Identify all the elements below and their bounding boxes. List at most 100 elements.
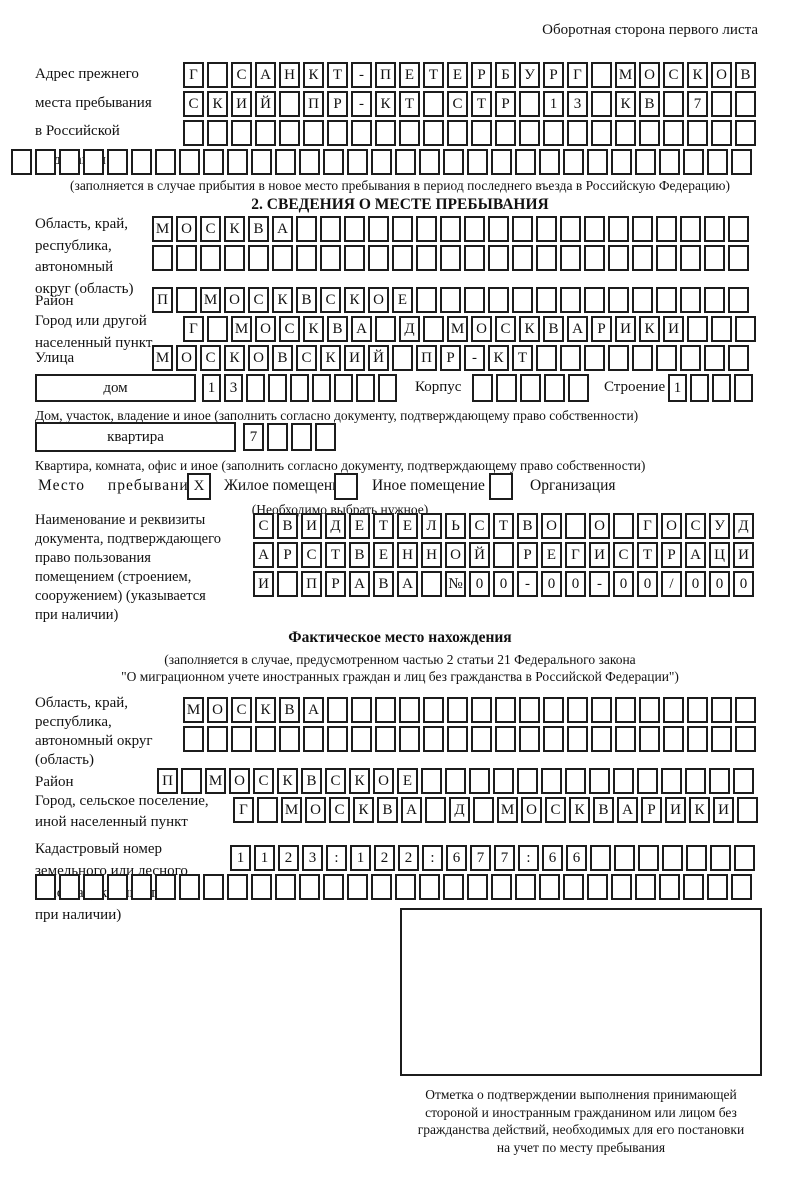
char-cell: - (589, 571, 610, 597)
char-cell (203, 149, 224, 175)
char-cell (107, 149, 128, 175)
char-cell (519, 120, 540, 146)
char-cell: Г (565, 542, 586, 568)
char-cell: Г (567, 62, 588, 88)
char-cell (467, 874, 488, 900)
char-cell: 0 (709, 571, 730, 597)
char-cell (635, 149, 656, 175)
char-cell (131, 874, 152, 900)
char-cell: 7 (470, 845, 491, 871)
char-cell (608, 245, 629, 271)
char-cell (423, 697, 444, 723)
char-cell: О (589, 513, 610, 539)
char-cell: И (615, 316, 636, 342)
char-cell (299, 149, 320, 175)
char-cell (419, 874, 440, 900)
char-cell: В (296, 287, 317, 313)
char-cell (639, 120, 660, 146)
char-cell (704, 287, 725, 313)
stay-type-option-dwelling: Жилое помещение (224, 477, 348, 494)
char-cell (712, 374, 731, 402)
char-cell: Й (255, 91, 276, 117)
char-cell (399, 726, 420, 752)
stay-type-checkbox-other (334, 473, 358, 500)
char-cell: Г (233, 797, 254, 823)
char-cell (591, 120, 612, 146)
actual-district-label: Район (35, 774, 74, 790)
char-cell (471, 120, 492, 146)
char-cell: О (255, 316, 276, 342)
street-label: Улица (35, 350, 75, 366)
char-cell (659, 874, 680, 900)
char-cell (512, 287, 533, 313)
char-cell: С (183, 91, 204, 117)
char-cell: В (327, 316, 348, 342)
char-cell (351, 120, 372, 146)
char-cell (728, 245, 749, 271)
char-cell (637, 768, 658, 794)
char-cell (392, 345, 413, 371)
char-cell (704, 245, 725, 271)
char-cell (472, 374, 493, 402)
char-cell (731, 874, 752, 900)
char-cell (568, 374, 589, 402)
char-cell: К (569, 797, 590, 823)
char-cell: В (279, 697, 300, 723)
char-cell (495, 120, 516, 146)
char-cell (279, 91, 300, 117)
char-cell (707, 874, 728, 900)
char-cell (520, 374, 541, 402)
korpus-label: Корпус (415, 379, 462, 395)
char-cell (416, 216, 437, 242)
char-cell: В (735, 62, 756, 88)
char-cell (638, 845, 659, 871)
char-cell (327, 120, 348, 146)
char-cell (378, 374, 397, 402)
char-cell: 1 (202, 374, 221, 402)
char-cell (590, 845, 611, 871)
char-cell (735, 316, 756, 342)
char-cell: В (517, 513, 538, 539)
char-cell: 0 (565, 571, 586, 597)
char-cell: Д (399, 316, 420, 342)
district-label: Район (35, 293, 74, 309)
char-cell: В (349, 542, 370, 568)
char-cell (327, 697, 348, 723)
char-cell (344, 245, 365, 271)
char-cell: Р (517, 542, 538, 568)
char-cell: С (231, 697, 252, 723)
char-cell (421, 768, 442, 794)
char-cell: Г (637, 513, 658, 539)
prev-address-caption: (заполняется в случае прибытия в новое м… (69, 178, 731, 193)
char-cell: К (272, 287, 293, 313)
city-label: Город или другой населенный пункт (35, 313, 153, 351)
char-cell (680, 245, 701, 271)
char-cell (416, 287, 437, 313)
char-cell: И (253, 571, 274, 597)
char-cell (543, 120, 564, 146)
char-cell (279, 120, 300, 146)
stay-type-checkbox-dwelling: X (187, 473, 211, 500)
char-cell: У (519, 62, 540, 88)
region-grid-row-2 (152, 245, 749, 271)
char-cell: Т (512, 345, 533, 371)
char-cell: 0 (613, 571, 634, 597)
char-cell: 0 (493, 571, 514, 597)
char-cell (635, 874, 656, 900)
char-cell (734, 845, 755, 871)
actual-region-grid-row-2 (183, 726, 756, 752)
char-cell (659, 149, 680, 175)
char-cell: С (469, 513, 490, 539)
char-cell (279, 726, 300, 752)
char-cell: О (224, 287, 245, 313)
char-cell (731, 149, 752, 175)
char-cell: 3 (224, 374, 243, 402)
char-cell (275, 149, 296, 175)
char-cell: Г (183, 62, 204, 88)
char-cell: У (709, 513, 730, 539)
char-cell (735, 91, 756, 117)
char-cell (257, 797, 278, 823)
char-cell (447, 697, 468, 723)
